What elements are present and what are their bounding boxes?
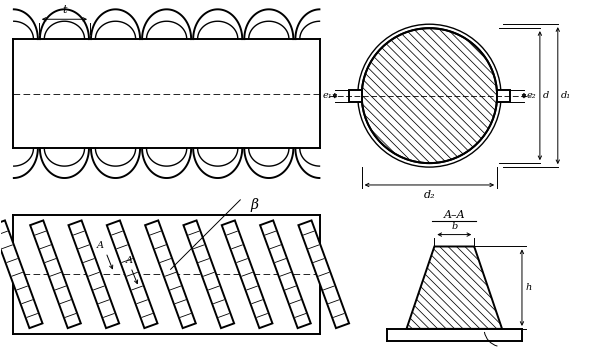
Text: h: h [526,283,532,292]
Text: β: β [250,198,258,212]
Polygon shape [0,221,43,328]
Polygon shape [107,221,157,328]
Text: d₂: d₂ [424,190,435,200]
Polygon shape [68,221,119,328]
Polygon shape [407,247,502,329]
Text: b: b [451,222,457,231]
Polygon shape [298,221,349,328]
Text: e₂: e₂ [527,91,536,100]
Polygon shape [145,221,196,328]
Bar [497,90,510,101]
Polygon shape [222,221,272,328]
Text: α: α [469,302,476,312]
Polygon shape [260,221,311,328]
Text: A: A [125,256,132,265]
Text: A: A [97,242,103,251]
Text: t: t [62,5,67,15]
Text: d₁: d₁ [561,91,571,100]
Bar [349,90,362,101]
Polygon shape [30,221,81,328]
Polygon shape [362,28,497,163]
Text: A–A: A–A [443,210,465,220]
Polygon shape [184,221,234,328]
Text: d: d [543,91,549,100]
Text: e₁: e₁ [322,91,332,100]
